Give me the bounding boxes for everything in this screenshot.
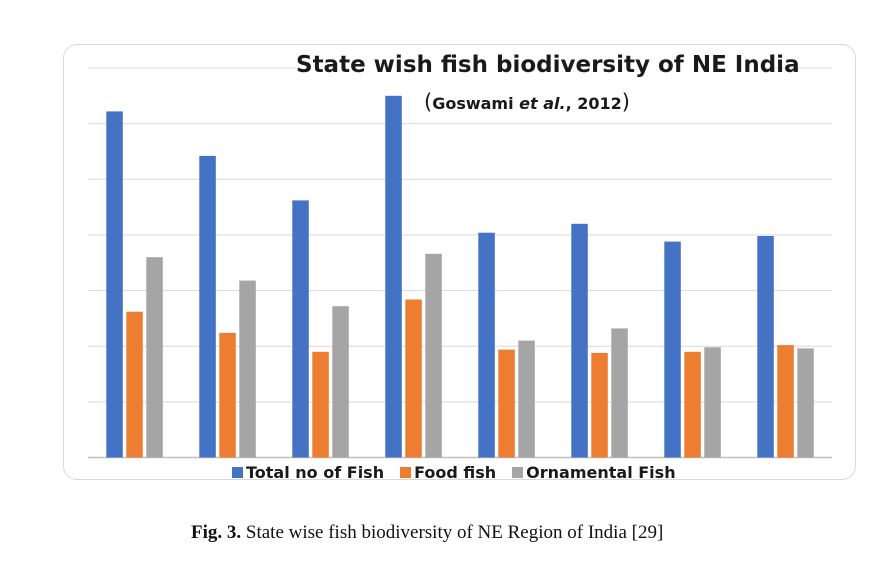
bar-series-3-category-7	[704, 347, 721, 458]
subtitle-open-paren: (	[424, 90, 433, 114]
bar-series-3-category-2	[239, 280, 256, 458]
chart-legend: Total no of Fish Food fish Ornamental Fi…	[232, 462, 676, 482]
bar-series-2-category-7	[684, 351, 701, 458]
bar-series-3-category-1	[146, 257, 163, 458]
legend-swatch-ornamental	[512, 466, 524, 478]
subtitle-etal: et al.	[519, 94, 566, 113]
bar-series-3-category-4	[425, 253, 442, 458]
bar-series-3-category-8	[797, 348, 814, 458]
subtitle-year: , 2012	[565, 94, 622, 113]
legend-swatch-total	[232, 466, 243, 478]
subtitle-author: Goswami	[432, 94, 520, 113]
caption-text: State wise fish biodiversity of NE Regio…	[241, 522, 664, 543]
bar-series-1-category-3	[292, 200, 309, 458]
legend-label-total: Total no of Fish	[246, 462, 385, 482]
chart-frame	[63, 44, 856, 480]
legend-item-ornamental: Ornamental Fish	[512, 462, 676, 482]
bar-series-2-category-3	[312, 351, 329, 458]
bar-series-1-category-7	[664, 241, 681, 458]
bar-series-2-category-5	[498, 349, 515, 458]
subtitle-close-paren: )	[621, 90, 630, 114]
bars	[106, 95, 814, 458]
legend-label-ornamental: Ornamental Fish	[526, 462, 676, 482]
legend-item-total: Total no of Fish	[232, 463, 384, 482]
legend-label-food: Food fish	[414, 462, 497, 482]
bar-series-1-category-5	[478, 232, 495, 458]
bar-series-3-category-5	[518, 340, 535, 458]
bar-series-2-category-1	[126, 311, 143, 458]
bar-series-2-category-6	[591, 352, 608, 458]
bar-series-1-category-4	[385, 95, 402, 458]
bar-series-3-category-6	[611, 328, 628, 458]
bar-series-1-category-1	[106, 111, 123, 458]
bar-series-2-category-2	[219, 332, 236, 458]
legend-swatch-food	[400, 466, 412, 478]
chart-subtitle: (Goswami et al., 2012)	[424, 90, 630, 114]
caption-label: Fig. 3.	[191, 522, 242, 543]
bar-series-2-category-8	[777, 345, 794, 458]
bar-series-3-category-3	[332, 306, 349, 458]
bar-series-1-category-6	[571, 223, 588, 458]
bar-series-1-category-2	[199, 155, 216, 458]
figure-caption: Fig. 3. State wise fish biodiversity of …	[191, 522, 751, 544]
chart-title: State wish fish biodiversity of NE India	[296, 52, 800, 78]
legend-item-food: Food fish	[400, 463, 496, 482]
bar-series-2-category-4	[405, 299, 422, 458]
bar-series-1-category-8	[757, 236, 774, 458]
